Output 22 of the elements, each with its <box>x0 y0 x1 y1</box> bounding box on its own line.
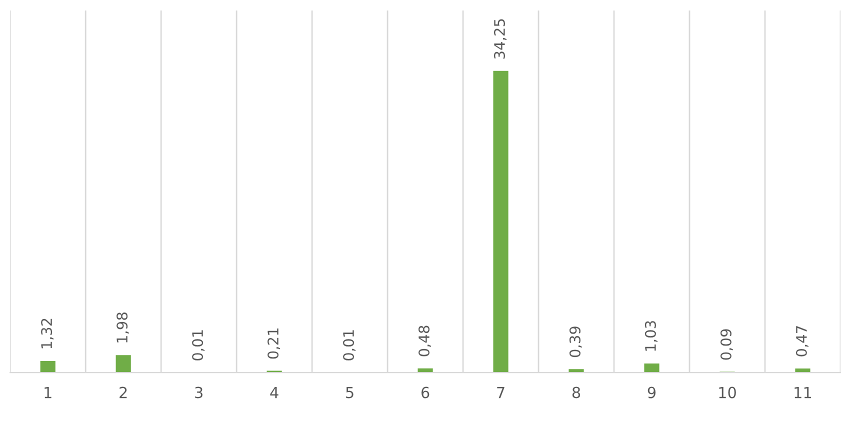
x-tick-label: 9 <box>648 386 656 398</box>
x-tick-label: 7 <box>497 386 504 398</box>
data-label: 1,32 <box>41 318 54 348</box>
x-tick-label: 8 <box>572 386 580 398</box>
data-label: 0,01 <box>343 330 356 360</box>
data-label: 0,47 <box>796 326 808 356</box>
x-tick-label: 11 <box>794 386 812 398</box>
x-tick-label: 2 <box>120 386 127 398</box>
data-label: 0,39 <box>569 326 582 358</box>
data-label: 0,48 <box>418 326 432 356</box>
data-label: 0,01 <box>192 330 205 360</box>
x-tick-label: 6 <box>422 386 430 398</box>
data-label: 34,25 <box>494 19 506 59</box>
x-tick-label: 4 <box>270 386 278 398</box>
data-label: 1,03 <box>644 321 658 351</box>
x-tick-label: 10 <box>719 386 736 398</box>
x-tick-label: 3 <box>195 386 202 398</box>
data-label: 0,09 <box>720 329 733 360</box>
x-tick-label: 1 <box>44 386 52 398</box>
x-tick-label: 5 <box>346 386 354 398</box>
data-label: 1,98 <box>116 312 130 342</box>
data-label: 0,21 <box>268 328 280 359</box>
